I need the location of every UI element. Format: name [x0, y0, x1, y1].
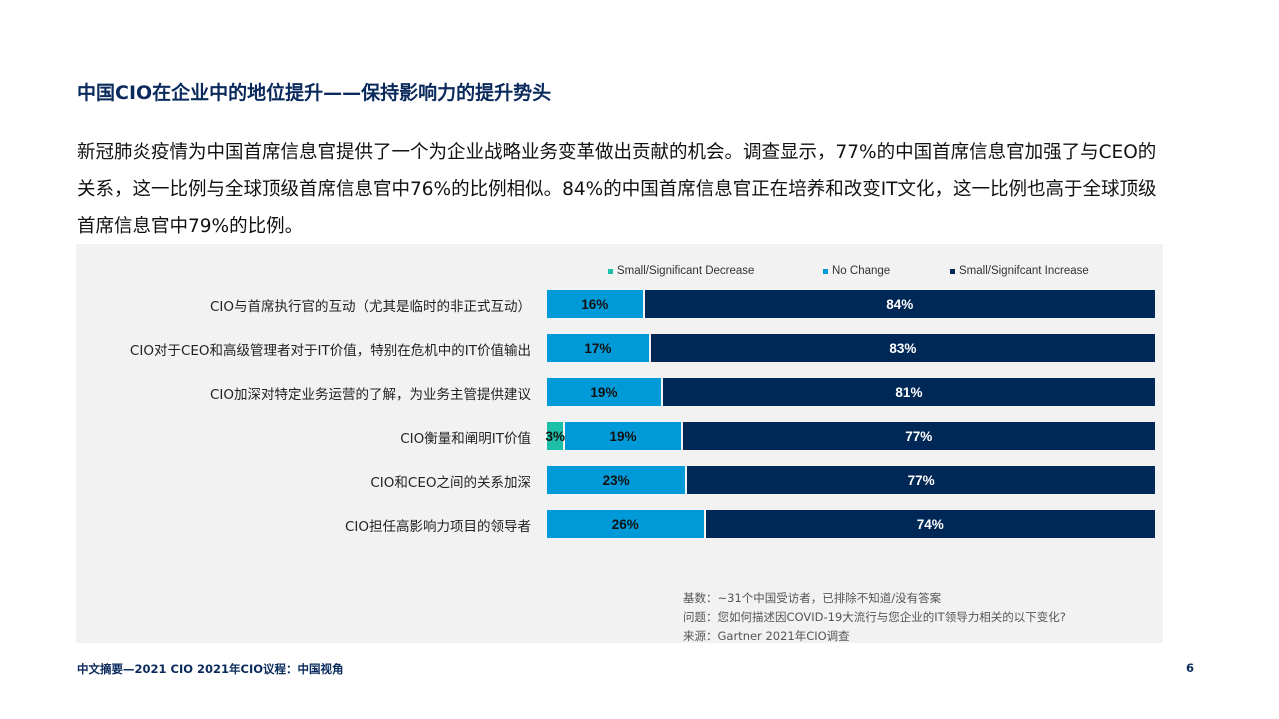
bar-segment: 81% [662, 378, 1155, 406]
data-label: 83% [889, 340, 917, 356]
note-base: 基数：~31个中国受访者，已排除不知道/没有答案 [683, 591, 942, 605]
bar-segment: 74% [705, 510, 1155, 538]
bar-segment: 26% [547, 510, 704, 538]
data-label: 19% [609, 428, 637, 444]
bar-segment: 19% [565, 422, 681, 450]
bar-segment: 77% [687, 466, 1155, 494]
bar-segment: 23% [547, 466, 686, 494]
note-source: 来源：Gartner 2021年CIO调查 [683, 629, 850, 643]
legend-label: Small/Significant Decrease [617, 265, 755, 277]
bar-segment: 16% [547, 290, 643, 318]
legend-swatch [608, 268, 613, 274]
bar-segment: 84% [644, 290, 1155, 318]
legend-item: Small/Signifcant Increase [950, 265, 1089, 277]
data-label: 81% [895, 384, 923, 400]
page-title: 中国CIO在企业中的地位提升——保持影响力的提升势头 [77, 82, 552, 104]
legend-item: No Change [823, 265, 890, 277]
intro-paragraph: 新冠肺炎疫情为中国首席信息官提供了一个为企业战略业务变革做出贡献的机会。调查显示… [77, 142, 1157, 237]
bar-segment: 17% [547, 334, 649, 362]
legend-label: Small/Signifcant Increase [959, 265, 1089, 277]
bar-segment: 3% [545, 422, 565, 450]
bar-segment: 83% [650, 334, 1155, 362]
data-label: 16% [581, 296, 609, 312]
chart-notes: 基数：~31个中国受访者，已排除不知道/没有答案 问题：您如何描述因COVID-… [683, 589, 1066, 646]
data-label: 26% [611, 516, 639, 532]
data-label: 3% [545, 428, 565, 444]
legend-item: Small/Significant Decrease [608, 265, 754, 277]
category-label: CIO衡量和阐明IT价值 [400, 431, 531, 447]
category-label: CIO和CEO之间的关系加深 [370, 475, 531, 491]
legend-swatch [950, 268, 955, 274]
category-label: CIO担任高影响力项目的领导者 [344, 519, 531, 535]
legend-swatch [823, 268, 828, 274]
data-label: 77% [907, 472, 935, 488]
legend-label: No Change [832, 265, 891, 277]
footer-text: 中文摘要—2021 CIO 2021年CIO议程：中国视角 [77, 662, 344, 676]
category-label: CIO与首席执行官的互动（尤其是临时的非正式互动） [209, 299, 531, 315]
data-label: 23% [602, 472, 630, 488]
category-label: CIO对于CEO和高级管理者对于IT价值，特别在危机中的IT价值输出 [129, 343, 531, 359]
data-label: 77% [905, 428, 933, 444]
bar-segment: 77% [682, 422, 1155, 450]
bar-segment: 19% [547, 378, 661, 406]
data-label: 84% [886, 296, 914, 312]
note-question: 问题：您如何描述因COVID-19大流行与您企业的IT领导力相关的以下变化? [683, 610, 1066, 624]
category-label: CIO加深对特定业务运营的了解，为业务主管提供建议 [209, 387, 531, 403]
data-label: 19% [590, 384, 618, 400]
data-label: 17% [584, 340, 612, 356]
page-number: 6 [1186, 661, 1195, 675]
data-label: 74% [916, 516, 944, 532]
